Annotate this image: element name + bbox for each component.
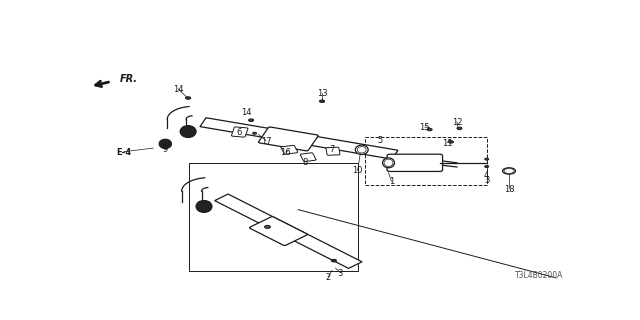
Ellipse shape <box>196 201 212 212</box>
Text: 5: 5 <box>378 136 383 145</box>
Text: 6: 6 <box>236 128 241 137</box>
Ellipse shape <box>449 141 454 143</box>
Text: 15: 15 <box>419 123 430 132</box>
Bar <box>189 163 358 270</box>
Ellipse shape <box>383 158 394 168</box>
Ellipse shape <box>504 169 514 173</box>
FancyBboxPatch shape <box>300 153 316 162</box>
Text: E-4: E-4 <box>116 148 131 157</box>
Ellipse shape <box>355 145 368 155</box>
Ellipse shape <box>319 100 324 102</box>
Text: 9: 9 <box>163 145 168 154</box>
Ellipse shape <box>357 147 366 153</box>
Polygon shape <box>214 194 362 268</box>
Text: 11: 11 <box>442 139 452 148</box>
Text: T3L4B0200A: T3L4B0200A <box>515 271 564 280</box>
Text: 7: 7 <box>330 145 335 154</box>
Text: 17: 17 <box>260 137 271 146</box>
Polygon shape <box>200 118 398 159</box>
Text: 12: 12 <box>452 118 462 127</box>
Text: FR.: FR. <box>120 74 138 84</box>
Text: 13: 13 <box>317 89 328 98</box>
Text: 18: 18 <box>504 185 515 194</box>
Text: 16: 16 <box>280 148 291 157</box>
FancyBboxPatch shape <box>232 127 248 137</box>
FancyBboxPatch shape <box>326 147 340 155</box>
Ellipse shape <box>384 159 393 166</box>
FancyBboxPatch shape <box>387 154 443 172</box>
Ellipse shape <box>484 158 489 160</box>
Ellipse shape <box>180 126 196 138</box>
Text: 14: 14 <box>241 108 252 117</box>
Text: 2: 2 <box>325 273 331 283</box>
Ellipse shape <box>248 119 253 121</box>
Text: 3: 3 <box>338 269 343 278</box>
Ellipse shape <box>457 127 462 130</box>
Bar <box>365 137 486 185</box>
Text: 14: 14 <box>173 85 184 94</box>
FancyBboxPatch shape <box>250 217 307 245</box>
Text: 8: 8 <box>302 158 307 167</box>
Ellipse shape <box>253 132 257 134</box>
Text: 3: 3 <box>484 176 490 185</box>
Text: 1: 1 <box>389 177 394 186</box>
Ellipse shape <box>264 225 271 228</box>
Text: 10: 10 <box>353 166 363 175</box>
Ellipse shape <box>484 165 489 167</box>
FancyBboxPatch shape <box>281 145 298 154</box>
FancyBboxPatch shape <box>259 127 318 151</box>
Text: 4: 4 <box>484 171 490 180</box>
Ellipse shape <box>159 139 172 148</box>
Ellipse shape <box>332 260 337 262</box>
Ellipse shape <box>502 168 515 174</box>
Ellipse shape <box>186 97 191 99</box>
Ellipse shape <box>428 128 432 131</box>
